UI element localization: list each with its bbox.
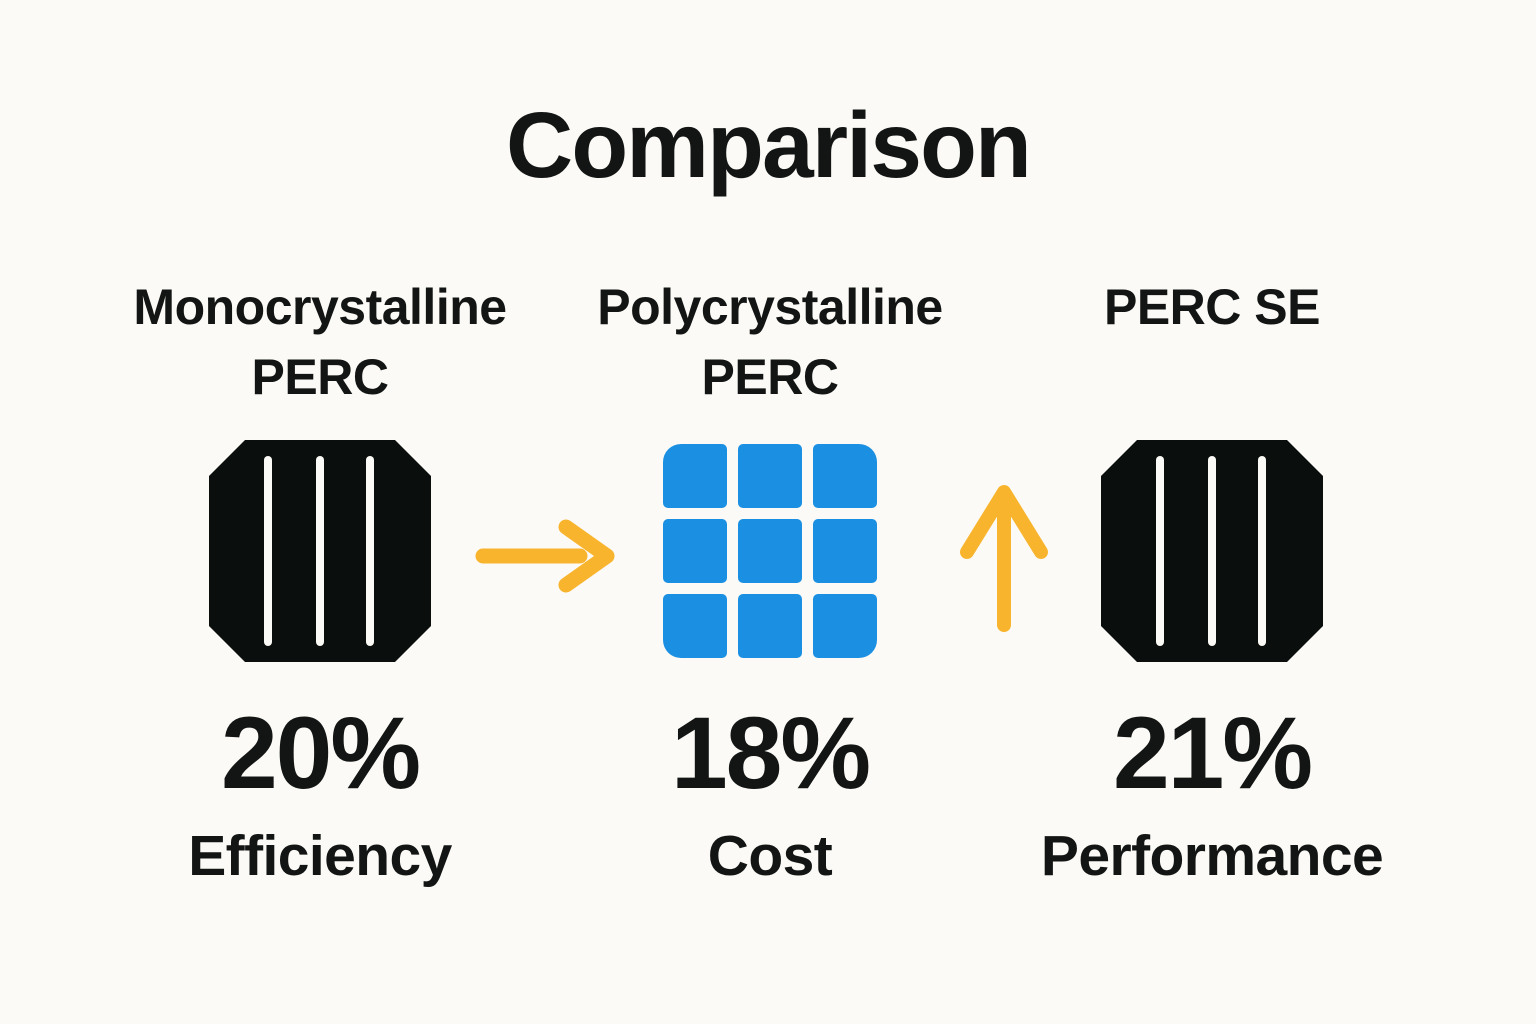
grid-tile [663,444,727,508]
grid-tile [738,444,802,508]
grid-tile [663,594,727,658]
grid-tile [813,444,877,508]
grid-tile [813,519,877,583]
column-polycrystalline-perc: Polycrystalline PERC 18% Cost [560,272,980,885]
metric-label: Performance [1040,824,1384,888]
value-efficiency: 20% [220,696,421,810]
metric-label: Efficiency [188,824,452,888]
value-cost: 18% [670,696,871,810]
metric-label: Cost [707,824,833,888]
solar-grid-icon [659,440,881,662]
grid-tile [663,519,727,583]
grid-tile [738,594,802,658]
solar-cell-icon [209,440,431,662]
column-header: PERC SE [1103,279,1321,335]
column-header: Polycrystalline PERC [597,279,943,405]
arrow-right-icon [475,519,615,593]
grid-tile [813,594,877,658]
value-performance: 21% [1112,696,1313,810]
column-header: Monocrystalline PERC [133,279,507,405]
arrow-up-icon [960,485,1048,632]
column-perc-se: PERC SE 21% Performance [1002,272,1422,885]
solar-cell-icon [1101,440,1323,662]
grid-tile [738,519,802,583]
page-title: Comparison [506,93,1032,197]
column-monocrystalline-perc: Monocrystalline PERC 20% Efficiency [110,272,530,885]
